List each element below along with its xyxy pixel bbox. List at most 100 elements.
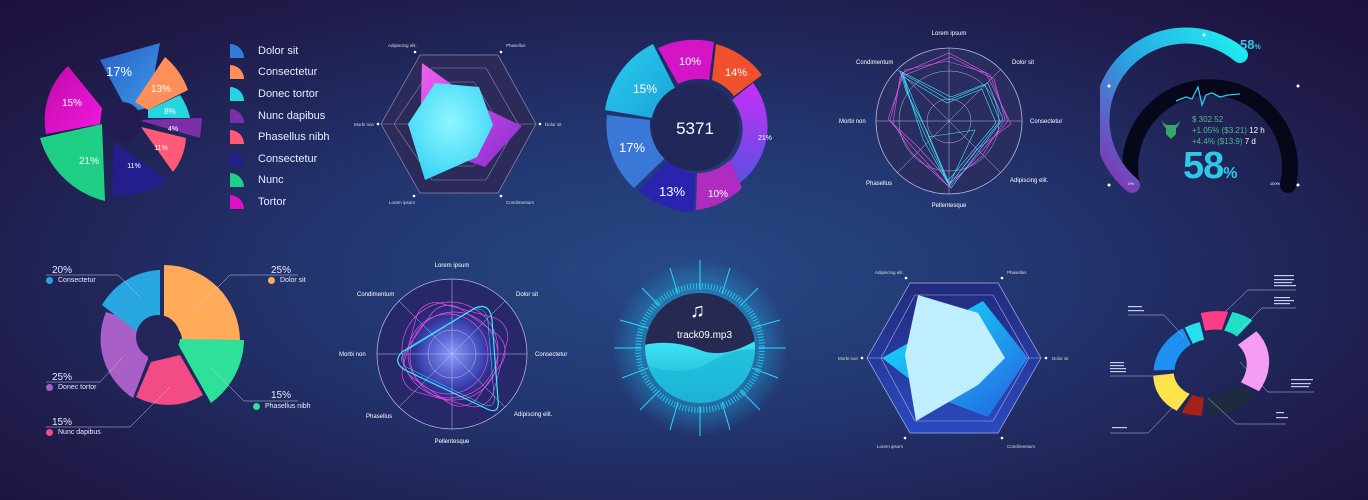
donut-seg-10b [696, 160, 742, 210]
hexagon-radar-purple: Phasellus Dolor sit Condimentum Lorem ip… [340, 30, 570, 220]
axis-label-phasellus: Phasellus [506, 43, 526, 48]
hexagon-radar-blue: Phasellus Dolor sit Condimentum Lorem ip… [830, 255, 1080, 455]
pie-label-4: 4% [168, 126, 178, 133]
legend-swatch [230, 108, 244, 123]
music-visualizer: ♫ track09.mp3 [600, 250, 800, 450]
legend-label: Nunc [258, 174, 284, 187]
callout-placeholder-text [1110, 275, 1313, 429]
pie-label-21: 21% [79, 156, 99, 167]
swirl-cyan [397, 305, 499, 412]
axis-label-pellentesque: Pellentesque [435, 439, 470, 445]
axis-label-consectetur: Consectetur [535, 352, 567, 358]
pie-slice-donec-tortor [148, 95, 190, 118]
pie-label-13: 13% [151, 84, 171, 95]
callout-label: Phasellus nibh [253, 403, 311, 410]
donut-seg-15 [605, 44, 675, 118]
legend-label: Donec tortor [258, 87, 319, 100]
exploded-pie-svg: 17% 13% 8% 4% 11% 11% 21% 15% [40, 43, 202, 201]
donut3d-seg-yellow [1153, 373, 1190, 411]
legend-item: Donec tortor [230, 83, 330, 105]
donut-hole [651, 83, 739, 171]
legend-label: Consectetur [258, 152, 318, 165]
donut3d-seg-blue [1153, 328, 1191, 371]
axis-label-adipiscing: Adipiscing elit. [514, 412, 553, 418]
gauge-top-unit: % [1254, 44, 1261, 51]
bull-icon [1162, 120, 1180, 139]
trend-line [1175, 85, 1241, 108]
gauge-max-label: 100% [1270, 181, 1281, 186]
callout-pct: 15% [271, 390, 292, 401]
axis-label-phasellus: Phasellus [366, 414, 392, 420]
gauge-period-7d: 7 d [1244, 137, 1256, 146]
axis-label-morbi-non: Morbi non [354, 122, 375, 127]
donut3d-seg-pink [1200, 311, 1229, 331]
percent-gauge: 0% 100% 58% $ 302.52 +1.05% ($3.21) 12 h… [1093, 25, 1320, 205]
donut-total-svg: 5371 10% 14% 21% 10% 13% 17% 15% [605, 39, 772, 212]
donut-seg-13 [638, 160, 695, 212]
legend-label: Tortor [258, 195, 287, 208]
axis-label-consectetur: Consectetur [1030, 119, 1062, 125]
radar-series-b [408, 83, 493, 180]
octagon-line-radar: Lorem ipsum Dolor sit Consectetur Adipis… [830, 25, 1100, 215]
callout-pct: 20% [52, 265, 73, 276]
axis-label-adipiscing: Adipiscing elit. [388, 43, 417, 48]
callout-donut-chart: 20% Consectetur 25% Dolor sit 25% Donec … [30, 255, 330, 445]
callout-donut-svg [46, 265, 298, 428]
axis-label-dolor-sit: Dolor sit [545, 122, 562, 127]
3d-donut-svg [1110, 275, 1314, 434]
legend-swatch [230, 86, 244, 101]
legend-swatch [230, 43, 244, 58]
callout-pct: 25% [52, 372, 73, 383]
legend-item: Consectetur [230, 62, 330, 84]
gauge-big-value: 58% [1183, 145, 1238, 188]
legend-label: Nunc dapibus [258, 109, 326, 122]
legend-swatch [230, 65, 244, 80]
axis-label-condimentum: Condimentum [506, 200, 534, 205]
donut-seg-14 [712, 44, 762, 96]
legend-item: Nunc dapibus [230, 105, 330, 127]
callout-seg-donec [100, 312, 148, 398]
legend-item: Tortor [230, 191, 330, 213]
donut-seg-10a [658, 39, 714, 84]
radar-cyan-lines [899, 70, 1004, 189]
axis-label-phasellus: Phasellus [866, 181, 892, 187]
axis-label-phasellus: Phasellus [1007, 270, 1027, 275]
pie-legend: Dolor sit Consectetur Donec tortor Nunc … [230, 40, 330, 213]
donut3d-seg-lilac [1237, 331, 1270, 392]
donut-label: 15% [633, 82, 657, 96]
legend-label: Consectetur [258, 66, 318, 79]
pie-label-11b: 11% [127, 163, 141, 170]
swirl-magenta [401, 301, 509, 408]
gauge-big-number: 58 [1183, 145, 1224, 187]
callout-label: Nunc dapibus [46, 429, 101, 436]
axis-label-adipiscing: Adipiscing elit. [875, 270, 904, 275]
track-name: track09.mp3 [677, 330, 733, 341]
3d-exploded-donut [1100, 260, 1320, 450]
axis-label-lorem-ipsum: Lorem ipsum [932, 31, 967, 37]
octagon-line-radar-svg: Lorem ipsum Dolor sit Consectetur Adipis… [839, 31, 1062, 209]
visualizer-svg [612, 260, 788, 436]
donut-label: 10% [708, 189, 728, 200]
legend-item: Nunc [230, 170, 330, 192]
axis-label-pellentesque: Pellentesque [932, 203, 967, 209]
axis-label-condimentum: Condimentum [1007, 444, 1035, 449]
legend-label: Phasellus nibh [258, 131, 330, 144]
axis-label-condimentum: Condimentum [856, 60, 893, 66]
donut3d-seg-teal [1224, 312, 1253, 337]
gauge-change-7d: +4.4% ($13.9) [1192, 137, 1243, 146]
swirl-radar-svg: Lorem ipsum Dolor sit Consectetur Adipis… [339, 263, 567, 445]
gauge-top-value: 58% [1240, 37, 1261, 52]
callout-label: Consectetur [46, 277, 96, 284]
gauge-period-12h: 12 h [1249, 126, 1265, 135]
donut3d-seg-dark [1207, 385, 1255, 416]
axis-label-dolor-sit: Dolor sit [1052, 356, 1069, 361]
axis-label-morbi-non: Morbi non [839, 119, 866, 125]
legend-swatch [230, 130, 244, 145]
axis-label-morbi-non: Morbi non [339, 352, 366, 358]
pie-label-8: 8% [164, 107, 176, 116]
legend-item: Phasellus nibh [230, 126, 330, 148]
donut-label: 21% [758, 135, 772, 142]
music-note-icon: ♫ [690, 300, 705, 322]
callout-seg-nunc [136, 355, 203, 405]
callout-pct: 25% [271, 265, 292, 276]
